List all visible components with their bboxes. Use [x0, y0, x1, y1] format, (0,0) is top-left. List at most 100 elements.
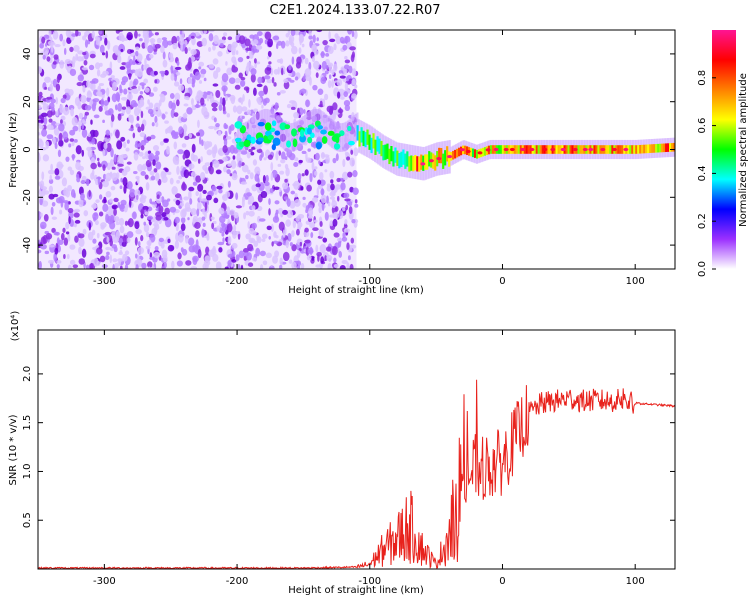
noise-blob [66, 253, 70, 260]
noise-blob [191, 171, 196, 177]
signal-core [370, 137, 373, 154]
signal-core [408, 156, 411, 172]
noise-blob [132, 80, 137, 88]
noise-blob [354, 199, 358, 204]
signal-core [633, 145, 636, 154]
noise-blob [198, 80, 203, 84]
noise-blob [326, 185, 332, 192]
noise-blob [212, 83, 219, 87]
noise-blob [280, 159, 286, 164]
noise-blob [119, 185, 123, 190]
noise-blob [38, 124, 44, 130]
signal-halo [249, 118, 252, 147]
noise-blob [354, 84, 358, 89]
noise-blob [125, 147, 130, 152]
snr-y-label: SNR (10 * v/v) [8, 414, 19, 485]
noise-blob [325, 195, 329, 204]
noise-blob [344, 198, 351, 202]
signal-halo [273, 112, 276, 142]
noise-blob [336, 177, 341, 183]
noise-blob [38, 139, 44, 148]
noise-blob [319, 171, 324, 181]
noise-blob [60, 232, 65, 241]
noise-blob [270, 172, 274, 182]
signal-core [372, 133, 375, 149]
noise-blob [144, 58, 147, 67]
noise-blob [225, 191, 231, 198]
noise-blob [62, 94, 67, 100]
noise-blob [304, 68, 312, 78]
signal-patch [333, 143, 341, 150]
signal-core [358, 131, 361, 147]
noise-blob [296, 250, 301, 259]
signal-hotspot [529, 147, 535, 152]
noise-blob [340, 96, 345, 100]
noise-blob [306, 254, 312, 261]
noise-blob [68, 143, 72, 148]
noise-blob [164, 70, 169, 76]
noise-blob [273, 186, 280, 191]
noise-blob [81, 123, 84, 130]
noise-blob [232, 105, 238, 113]
noise-blob [333, 43, 337, 51]
noise-blob [324, 70, 329, 75]
noise-blob [200, 97, 205, 106]
noise-blob [107, 40, 111, 50]
noise-blob [244, 38, 251, 47]
noise-blob [167, 244, 175, 252]
signal-core [396, 150, 399, 166]
noise-blob [54, 43, 61, 48]
noise-blob [127, 93, 133, 101]
noise-blob [135, 264, 139, 269]
colorbar: 0.0 0.2 0.4 0.6 0.8 Normalized spectral ampl… [697, 30, 749, 277]
noise-blob [331, 245, 338, 256]
noise-blob [50, 163, 54, 171]
noise-blob [141, 262, 147, 269]
noise-blob [88, 221, 92, 231]
noise-blob [277, 207, 284, 215]
noise-blob [190, 98, 194, 106]
noise-blob [109, 132, 113, 137]
noise-blob [40, 212, 43, 218]
noise-blob [44, 43, 48, 47]
signal-patch [257, 121, 265, 127]
noise-blob [225, 135, 232, 140]
noise-blob [139, 132, 146, 138]
noise-blob [197, 183, 204, 192]
noise-blob [303, 230, 310, 238]
noise-blob [311, 256, 315, 261]
noise-blob [88, 263, 96, 269]
signal-halo [257, 111, 260, 141]
noise-blob [314, 170, 318, 176]
noise-blob [213, 34, 219, 45]
noise-blob [278, 187, 282, 193]
noise-blob [117, 258, 122, 267]
noise-blob [92, 238, 97, 244]
noise-blob [340, 182, 346, 191]
noise-blob [263, 157, 267, 161]
noise-blob [169, 206, 177, 213]
noise-blob [174, 92, 181, 102]
noise-blob [201, 228, 205, 238]
noise-blob [321, 188, 324, 196]
noise-blob [280, 67, 284, 76]
noise-blob [245, 192, 252, 197]
noise-blob [251, 230, 257, 236]
colorbar-tick-label: 0.8 [697, 70, 708, 86]
noise-blob [327, 62, 334, 68]
noise-blob [150, 201, 157, 205]
noise-blob [52, 30, 59, 40]
noise-blob [132, 132, 136, 139]
noise-blob [266, 56, 270, 60]
noise-blob [253, 58, 257, 64]
noise-blob [96, 157, 100, 162]
x-tick-label: 0 [499, 576, 505, 587]
noise-blob [112, 236, 120, 243]
noise-blob [288, 73, 293, 77]
noise-blob [208, 46, 212, 52]
noise-blob [279, 257, 283, 266]
noise-blob [176, 165, 180, 175]
spectrum-y-axis: -40 -20 0 20 40 [22, 48, 675, 253]
noise-blob [353, 147, 359, 157]
noise-blob [213, 144, 218, 153]
